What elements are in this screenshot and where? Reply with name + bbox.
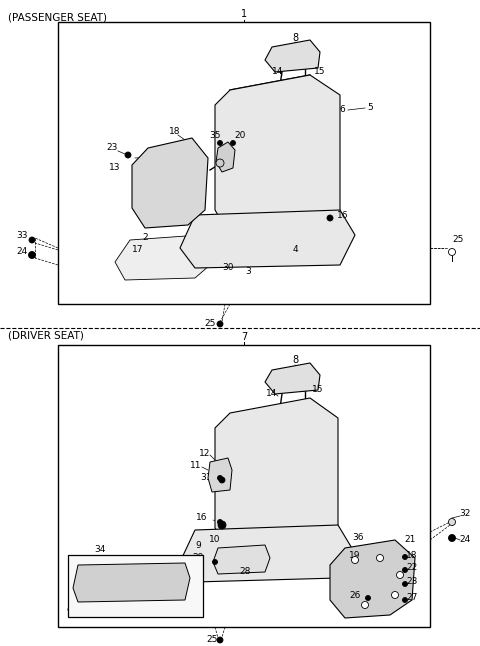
Text: 16: 16 bbox=[337, 211, 349, 220]
Circle shape bbox=[29, 237, 35, 243]
Circle shape bbox=[351, 556, 359, 563]
Text: 17: 17 bbox=[186, 567, 198, 576]
Text: 3: 3 bbox=[245, 267, 251, 276]
Circle shape bbox=[219, 477, 225, 483]
Circle shape bbox=[448, 519, 456, 525]
Circle shape bbox=[216, 159, 224, 167]
Text: 35: 35 bbox=[209, 130, 221, 140]
Bar bbox=[58, 345, 430, 627]
Text: 30: 30 bbox=[222, 264, 234, 273]
Text: (PASSENGER SEAT): (PASSENGER SEAT) bbox=[8, 12, 107, 22]
Text: 31: 31 bbox=[200, 472, 212, 481]
Polygon shape bbox=[208, 458, 232, 492]
Text: 21: 21 bbox=[404, 536, 416, 545]
Circle shape bbox=[217, 519, 223, 525]
Text: 23: 23 bbox=[406, 578, 418, 587]
Polygon shape bbox=[73, 563, 190, 602]
Text: 22: 22 bbox=[407, 563, 418, 572]
Circle shape bbox=[361, 601, 369, 609]
Circle shape bbox=[396, 572, 404, 579]
Text: 7: 7 bbox=[241, 332, 247, 342]
Text: 18: 18 bbox=[169, 127, 181, 136]
Circle shape bbox=[365, 596, 371, 601]
Text: 26: 26 bbox=[349, 590, 360, 599]
Text: 18: 18 bbox=[406, 550, 418, 559]
Polygon shape bbox=[265, 40, 320, 72]
Text: 14: 14 bbox=[272, 67, 284, 76]
Text: 25: 25 bbox=[206, 636, 218, 645]
Bar bbox=[58, 22, 430, 304]
Text: 1: 1 bbox=[241, 9, 247, 19]
Text: 13: 13 bbox=[109, 163, 121, 172]
Text: 15: 15 bbox=[312, 386, 324, 395]
Text: 4: 4 bbox=[292, 245, 298, 255]
Text: 33: 33 bbox=[16, 231, 28, 240]
Polygon shape bbox=[265, 363, 320, 394]
Text: 2: 2 bbox=[142, 233, 148, 242]
Text: 27: 27 bbox=[406, 594, 418, 603]
Circle shape bbox=[217, 140, 223, 145]
Polygon shape bbox=[215, 398, 338, 553]
Circle shape bbox=[217, 637, 223, 643]
Text: 16: 16 bbox=[196, 514, 208, 523]
Text: 17: 17 bbox=[132, 245, 144, 255]
Polygon shape bbox=[180, 210, 355, 268]
Text: 34: 34 bbox=[94, 545, 106, 554]
Text: 32: 32 bbox=[459, 508, 471, 517]
Polygon shape bbox=[180, 525, 353, 582]
Circle shape bbox=[403, 554, 408, 559]
Circle shape bbox=[213, 559, 217, 565]
Circle shape bbox=[217, 475, 223, 481]
Text: 24: 24 bbox=[16, 247, 28, 256]
Text: 19: 19 bbox=[349, 550, 361, 559]
Text: 36: 36 bbox=[352, 534, 364, 543]
Circle shape bbox=[230, 140, 236, 145]
Text: 24: 24 bbox=[459, 536, 470, 545]
Circle shape bbox=[403, 581, 408, 587]
Text: 11: 11 bbox=[190, 461, 202, 470]
Polygon shape bbox=[213, 545, 270, 574]
Text: 15: 15 bbox=[314, 67, 326, 76]
Text: 29: 29 bbox=[192, 554, 204, 563]
Circle shape bbox=[327, 215, 333, 221]
Circle shape bbox=[392, 592, 398, 598]
Text: (DRIVER SEAT): (DRIVER SEAT) bbox=[8, 330, 84, 340]
Circle shape bbox=[403, 567, 408, 572]
Polygon shape bbox=[330, 540, 415, 618]
Text: 25: 25 bbox=[204, 320, 216, 329]
Text: 25: 25 bbox=[452, 236, 464, 244]
Text: 28: 28 bbox=[240, 567, 251, 576]
Circle shape bbox=[403, 598, 408, 603]
Text: 8: 8 bbox=[292, 355, 298, 365]
Circle shape bbox=[125, 152, 131, 158]
Circle shape bbox=[376, 554, 384, 561]
Circle shape bbox=[448, 534, 456, 541]
Text: 14: 14 bbox=[266, 388, 278, 397]
Polygon shape bbox=[132, 138, 208, 228]
Text: 5: 5 bbox=[367, 103, 373, 112]
Text: 8: 8 bbox=[292, 33, 298, 43]
Polygon shape bbox=[216, 142, 235, 172]
Polygon shape bbox=[115, 235, 210, 280]
Circle shape bbox=[218, 521, 226, 529]
Text: 23: 23 bbox=[106, 143, 118, 152]
Text: 12: 12 bbox=[199, 448, 211, 457]
Text: 6: 6 bbox=[339, 105, 345, 114]
Polygon shape bbox=[215, 75, 340, 235]
Bar bbox=[68, 555, 203, 617]
Circle shape bbox=[28, 251, 36, 258]
Circle shape bbox=[217, 321, 223, 327]
Text: 10: 10 bbox=[209, 536, 221, 545]
Text: 20: 20 bbox=[234, 130, 246, 140]
Text: 9: 9 bbox=[195, 541, 201, 550]
